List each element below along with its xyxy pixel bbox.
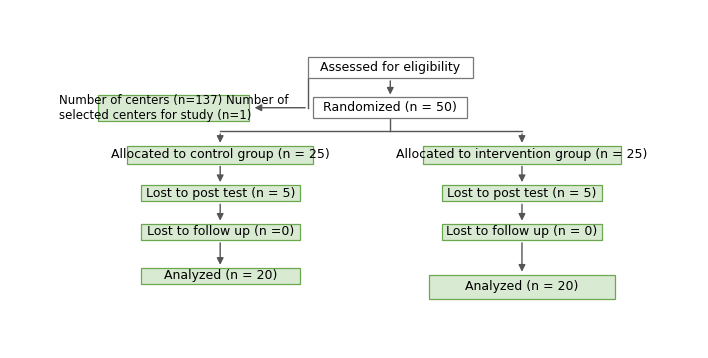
Text: Allocated to intervention group (n = 25): Allocated to intervention group (n = 25) (396, 148, 648, 161)
FancyBboxPatch shape (141, 223, 299, 240)
FancyBboxPatch shape (442, 185, 602, 202)
FancyBboxPatch shape (308, 57, 473, 78)
FancyBboxPatch shape (127, 146, 314, 164)
FancyBboxPatch shape (98, 95, 249, 121)
Text: Analyzed (n = 20): Analyzed (n = 20) (164, 269, 277, 282)
Text: Lost to post test (n = 5): Lost to post test (n = 5) (146, 187, 295, 200)
Text: Randomized (n = 50): Randomized (n = 50) (324, 101, 457, 114)
FancyBboxPatch shape (141, 268, 299, 284)
Text: Allocated to control group (n = 25): Allocated to control group (n = 25) (111, 148, 329, 161)
Text: Lost to follow up (n = 0): Lost to follow up (n = 0) (446, 225, 598, 238)
FancyBboxPatch shape (314, 97, 467, 118)
FancyBboxPatch shape (423, 146, 621, 164)
Text: Lost to follow up (n =0): Lost to follow up (n =0) (147, 225, 294, 238)
FancyBboxPatch shape (429, 275, 615, 299)
Text: Lost to post test (n = 5): Lost to post test (n = 5) (447, 187, 597, 200)
Text: Analyzed (n = 20): Analyzed (n = 20) (465, 280, 578, 294)
FancyBboxPatch shape (442, 223, 602, 240)
Text: Number of centers (n=137) Number of
selected centers for study (n=1): Number of centers (n=137) Number of sele… (59, 94, 288, 122)
FancyBboxPatch shape (141, 185, 299, 202)
Text: Assessed for eligibility: Assessed for eligibility (320, 61, 460, 74)
